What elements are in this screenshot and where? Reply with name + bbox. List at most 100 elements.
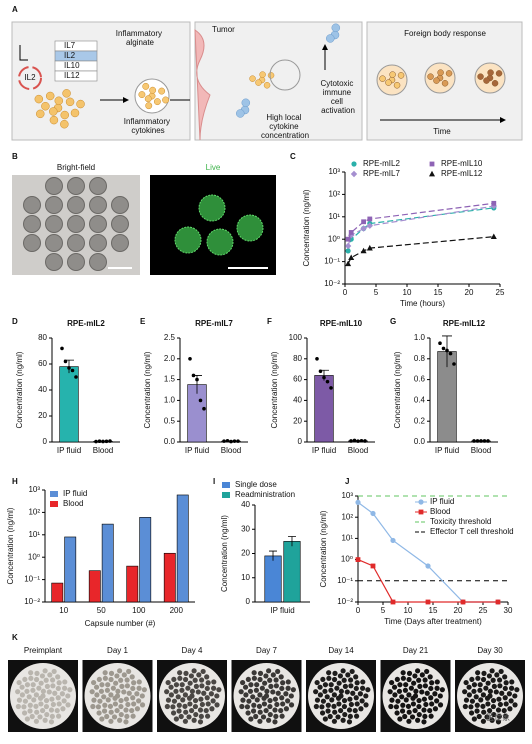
data-point [360, 225, 367, 232]
capsule [111, 234, 129, 252]
cell [263, 82, 271, 89]
data-point [345, 236, 351, 242]
data-point [366, 222, 373, 229]
capsule [283, 706, 290, 712]
cell [389, 71, 396, 78]
capsule [347, 713, 353, 720]
legend-label: RPE-mIL2 [363, 159, 400, 168]
capsule [334, 685, 340, 691]
capsule [260, 714, 267, 720]
capsule [337, 707, 344, 714]
x-tick-label: 10 [403, 288, 412, 297]
cell [138, 91, 146, 99]
capsule [139, 693, 145, 699]
chart-title: RPE-mIL10 [320, 319, 363, 328]
capsule [43, 677, 49, 683]
capsule [491, 711, 497, 718]
capsule [257, 676, 263, 683]
capsule [477, 682, 483, 688]
legend-label: Blood [430, 507, 450, 516]
panel-label: G [390, 317, 396, 326]
capsule [512, 702, 518, 708]
capsule [131, 701, 137, 707]
y-tick-label: 0.6 [414, 375, 426, 384]
data-point [425, 599, 431, 605]
image-title: Bright-field [57, 163, 95, 172]
capsule [403, 697, 409, 703]
chart-title: RPE-mIL12 [443, 319, 486, 328]
capsule [405, 703, 412, 709]
capsule [275, 668, 281, 675]
cell [70, 108, 80, 118]
capsule [475, 670, 481, 676]
capsule [340, 668, 346, 674]
capsule [52, 690, 58, 696]
capsule [204, 685, 210, 692]
capsule [101, 708, 108, 714]
capsule [24, 682, 31, 688]
capsule [238, 689, 244, 695]
capsule [267, 711, 273, 718]
capsule [416, 711, 422, 718]
y-tick-label: 10¹ [28, 530, 40, 539]
capsule [55, 695, 61, 701]
capsule [95, 704, 102, 710]
bar [88, 570, 101, 603]
bar [283, 541, 301, 603]
data-point [370, 563, 376, 569]
legend-swatch [351, 161, 357, 167]
x-tick-label: 20 [454, 606, 463, 615]
cell [241, 98, 251, 108]
capsule [324, 694, 330, 700]
capsule [331, 692, 338, 698]
y-tick-label: 60 [38, 359, 47, 368]
data-point [349, 439, 353, 443]
capsule [40, 688, 47, 694]
capsule [104, 713, 110, 720]
capsule [112, 701, 119, 707]
capsule [429, 701, 435, 707]
capsule [400, 675, 406, 681]
bar [176, 494, 189, 603]
capsule [48, 707, 55, 713]
capsule [183, 709, 189, 715]
y-tick-label: 10⁻² [337, 597, 353, 606]
data-point [472, 439, 476, 443]
y-tick-label: 0 [246, 597, 251, 606]
y-tick-label: 20 [38, 411, 47, 420]
cell [153, 98, 161, 106]
capsule [108, 709, 114, 715]
capsule [130, 695, 136, 701]
capsule [337, 673, 344, 679]
capsule [45, 177, 63, 195]
capsule [186, 695, 193, 701]
capsule [192, 697, 199, 704]
capsule [91, 679, 97, 686]
capsule [353, 695, 359, 701]
capsule [413, 688, 419, 694]
y-axis-label: Concentration (ng/ml) [15, 351, 24, 428]
x-tick-label: 50 [97, 606, 106, 615]
capsule [328, 687, 334, 693]
capsule [89, 253, 107, 271]
arrow [19, 45, 28, 61]
capsule [55, 674, 61, 680]
capsule [245, 676, 251, 683]
capsule [278, 707, 284, 714]
capsule [257, 670, 264, 676]
data-point [322, 375, 326, 380]
data-point [355, 499, 361, 505]
capsule [114, 673, 120, 679]
capsule [15, 703, 21, 710]
capsule [477, 687, 483, 693]
capsule [253, 687, 260, 693]
capsule [67, 234, 85, 252]
cell [477, 73, 484, 80]
capsule [164, 689, 170, 695]
x-tick-label: Blood [221, 446, 241, 455]
capsule [462, 689, 468, 695]
y-tick-label: 80 [38, 333, 47, 342]
y-tick-label: 60 [293, 375, 302, 384]
capsule [55, 685, 61, 692]
capsule [267, 703, 273, 710]
